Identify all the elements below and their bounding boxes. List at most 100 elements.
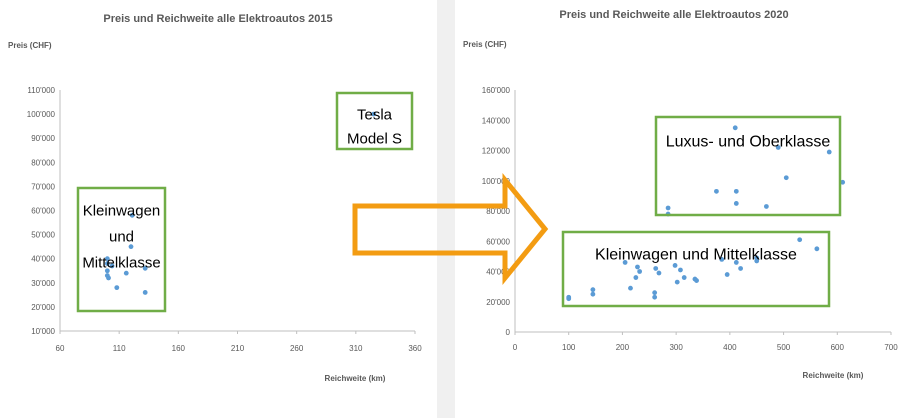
data-point: [104, 268, 110, 274]
data-point: [656, 270, 662, 276]
annotation-text: Model S: [347, 130, 402, 147]
annotation-text: Kleinwagen: [83, 202, 161, 219]
x-tick-label: 700: [884, 343, 898, 352]
x-tick-label: 100: [562, 343, 576, 352]
data-point: [652, 294, 658, 300]
data-point: [775, 145, 781, 150]
y-tick-label: 100'000: [27, 110, 56, 119]
y-tick-label: 140'000: [482, 116, 511, 125]
y-tick-label: 20'000: [486, 298, 510, 307]
y-tick-label: 40'000: [31, 255, 55, 264]
data-point: [783, 175, 789, 181]
data-point: [129, 212, 135, 218]
y-tick-label: 40'000: [486, 268, 510, 277]
data-point: [733, 201, 739, 206]
data-point: [106, 275, 111, 281]
data-point: [104, 261, 110, 266]
data-point: [733, 260, 739, 265]
data-point: [674, 279, 680, 285]
y-tick-label: 60'000: [486, 237, 510, 246]
x-tick-label: 200: [616, 343, 630, 352]
chart-2015: Preis und Reichweite alle Elektroautos 2…: [8, 13, 422, 383]
data-point: [665, 205, 671, 211]
data-point: [797, 237, 803, 243]
y-axis-label: Preis (CHF): [8, 41, 52, 50]
y-tick-label: 100'000: [482, 177, 511, 186]
chart-panel-2020: Preis und Reichweite alle Elektroautos 2…: [455, 0, 920, 418]
x-tick-label: 400: [723, 343, 737, 352]
y-axis-label: Preis (CHF): [463, 40, 507, 49]
x-tick-label: 160: [172, 344, 186, 353]
y-tick-label: 30'000: [31, 279, 55, 288]
x-tick-label: 360: [408, 344, 422, 353]
data-point: [724, 272, 730, 277]
data-point: [678, 267, 683, 273]
data-point: [371, 111, 376, 117]
annotation-box: [76, 186, 167, 313]
x-tick-label: 110: [113, 344, 126, 353]
data-point: [738, 266, 743, 271]
y-tick-label: 50'000: [31, 231, 55, 240]
data-point: [763, 204, 769, 209]
data-point: [653, 266, 659, 271]
data-point: [635, 264, 640, 270]
y-tick-label: 70'000: [31, 182, 55, 191]
annotation-text: Tesla: [357, 106, 393, 123]
data-point: [628, 285, 633, 291]
data-point: [633, 275, 639, 280]
data-point: [123, 270, 129, 276]
data-point: [590, 287, 596, 293]
annotation-box: [561, 230, 831, 308]
data-point: [652, 290, 658, 296]
data-point: [109, 263, 115, 269]
data-point: [714, 188, 719, 194]
annotation-text: Luxus- und Oberklasse: [666, 134, 831, 151]
x-tick-label: 500: [777, 343, 791, 352]
annotation-box: [654, 115, 842, 217]
y-tick-label: 10'000: [31, 327, 55, 336]
data-point: [694, 278, 699, 283]
chart-2020: Preis und Reichweite alle Elektroautos 2…: [463, 9, 898, 380]
data-point: [719, 257, 725, 262]
data-point: [104, 256, 110, 262]
x-tick-label: 600: [831, 343, 845, 352]
y-tick-label: 110'000: [27, 86, 55, 95]
data-point: [128, 244, 134, 250]
annotation-text: Kleinwagen und Mittelklasse: [595, 247, 797, 264]
transition-arrow: [352, 172, 549, 286]
y-tick-label: 80'000: [31, 158, 55, 167]
y-tick-label: 120'000: [482, 147, 511, 156]
annotation-text: Mittelklasse: [82, 254, 160, 271]
data-point: [142, 265, 148, 271]
data-point: [590, 291, 596, 297]
data-point: [754, 255, 760, 261]
chart-title: Preis und Reichweite alle Elektroautos 2…: [103, 13, 332, 25]
x-tick-label: 0: [513, 343, 518, 352]
x-tick-label: 60: [56, 344, 65, 353]
annotation-box: [335, 91, 414, 151]
y-tick-label: 20'000: [31, 303, 55, 312]
x-tick-label: 210: [231, 344, 245, 353]
data-point: [622, 260, 628, 265]
chart-title: Preis und Reichweite alle Elektroautos 2…: [559, 9, 788, 21]
annotation-text: und: [109, 228, 134, 245]
data-point: [142, 290, 148, 295]
x-axis-label: Reichweite (km): [325, 374, 386, 383]
y-tick-label: 80'000: [486, 207, 510, 216]
data-point: [681, 275, 687, 280]
data-point: [732, 125, 738, 131]
x-tick-label: 260: [290, 344, 304, 353]
chart-panel-2015: Preis und Reichweite alle Elektroautos 2…: [0, 0, 437, 418]
x-tick-label: 300: [669, 343, 683, 352]
data-point: [826, 149, 832, 155]
x-axis-label: Reichweite (km): [803, 371, 864, 380]
y-tick-label: 60'000: [31, 207, 55, 216]
y-tick-label: 160'000: [482, 86, 511, 95]
data-point: [840, 179, 846, 185]
data-point: [814, 246, 820, 252]
data-point: [733, 188, 739, 194]
data-point: [566, 294, 572, 300]
data-point: [637, 269, 643, 274]
y-tick-label: 0: [506, 328, 511, 337]
